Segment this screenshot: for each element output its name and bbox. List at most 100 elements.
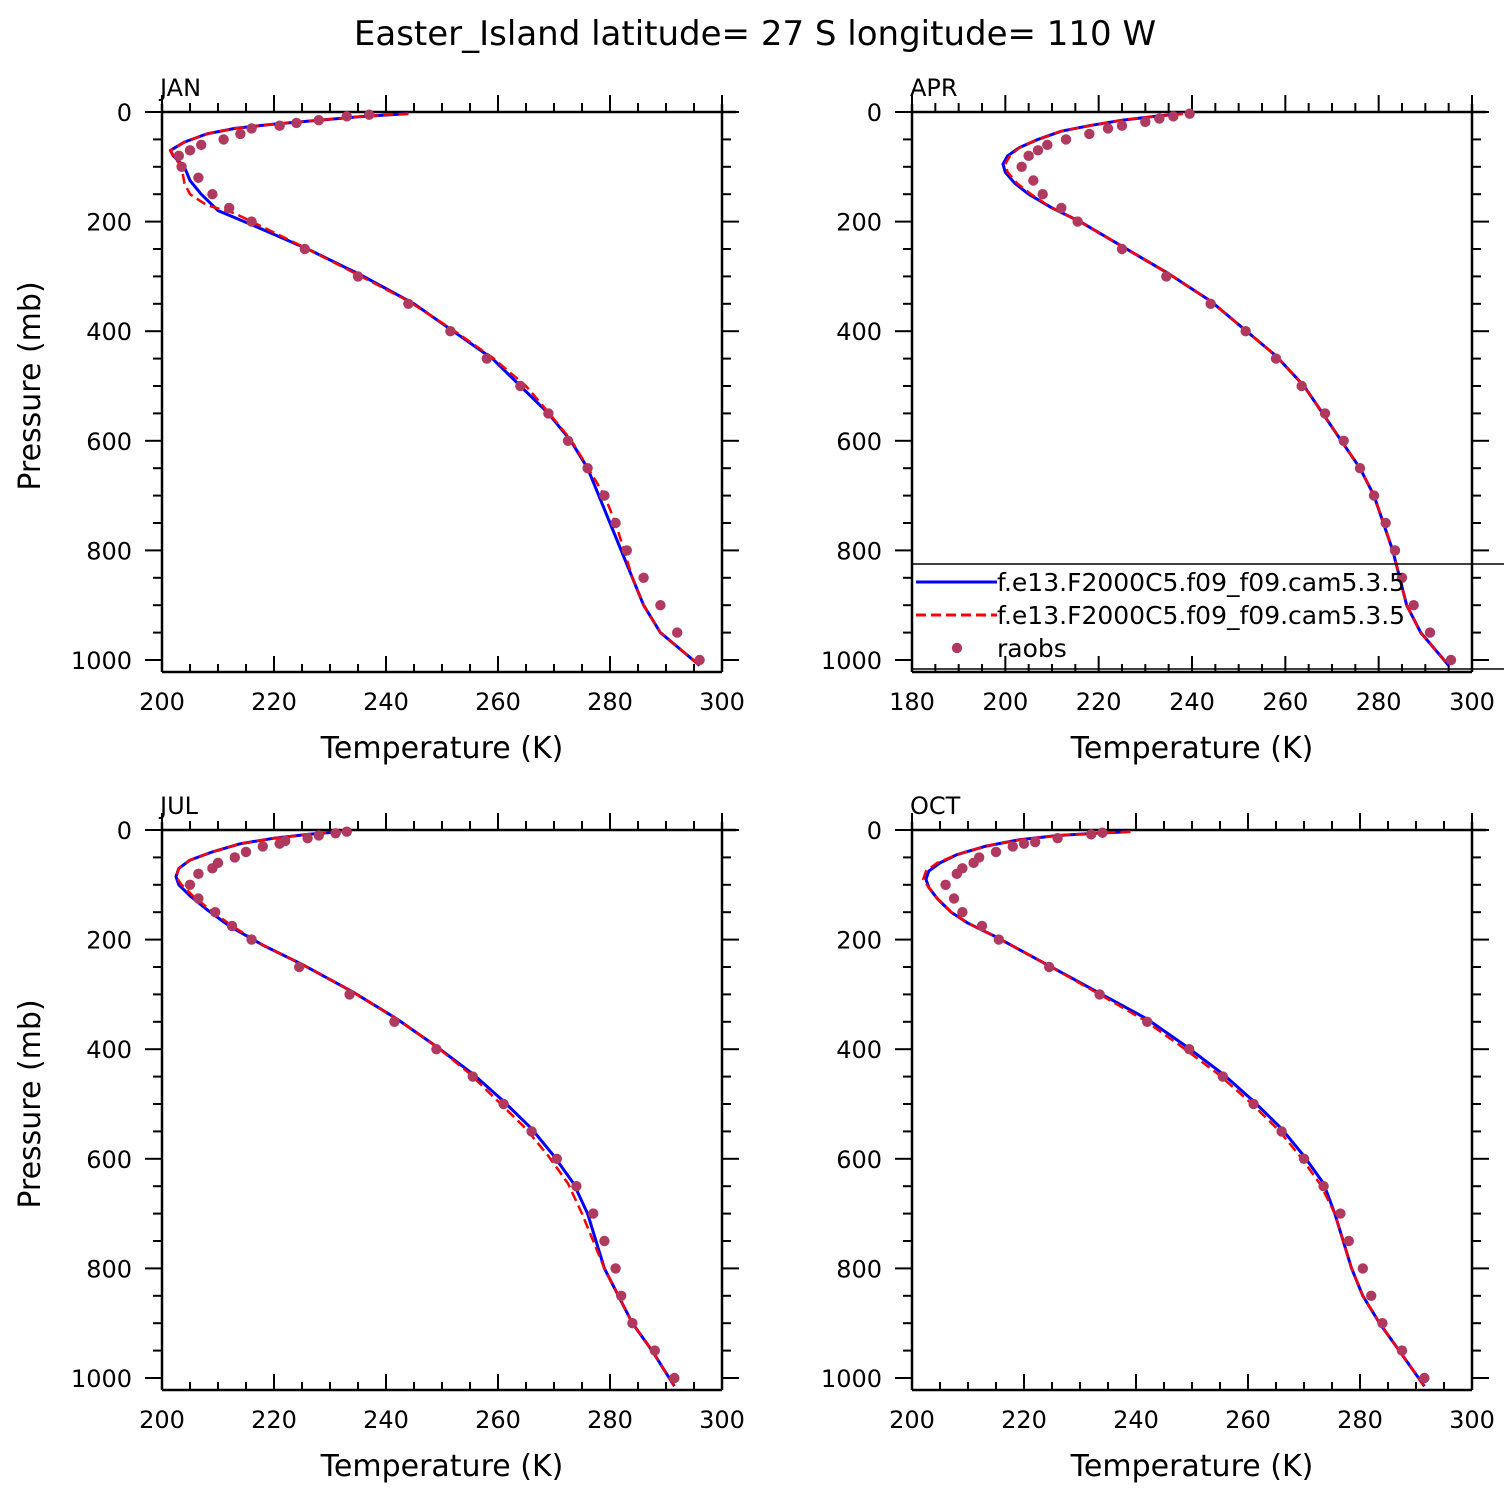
raobs-point (1102, 123, 1114, 134)
raobs-point (1094, 989, 1105, 1000)
raobs-point (948, 893, 960, 904)
y-axis-title: Pressure (mb) (13, 999, 48, 1208)
raobs-point (352, 271, 364, 282)
raobs-point (481, 353, 492, 364)
raobs-point (571, 1181, 582, 1192)
x-tick-label: 200 (139, 688, 185, 716)
x-tick-label: 280 (587, 1406, 633, 1434)
raobs-point (621, 545, 632, 556)
raobs-point (1343, 1235, 1355, 1247)
raobs-point (224, 202, 235, 214)
raobs-point (1270, 353, 1282, 364)
raobs-point (582, 463, 593, 474)
raobs-point (210, 907, 221, 918)
raobs-point (302, 833, 313, 844)
raobs-point (1116, 243, 1128, 255)
raobs-point (1154, 113, 1165, 124)
y-tick-label: 1000 (71, 1365, 132, 1393)
raobs-point (274, 120, 285, 131)
series-line-dashed (174, 830, 676, 1387)
y-tick-label: 400 (86, 1036, 132, 1064)
raobs-point (330, 828, 341, 839)
raobs-point (1184, 1044, 1195, 1055)
series-raobs (940, 827, 1430, 1384)
x-axis-title: Temperature (K) (1070, 731, 1314, 766)
raobs-point (1335, 1208, 1346, 1219)
raobs-point (551, 1153, 562, 1165)
raobs-point (1338, 435, 1349, 446)
y-tick-label: 800 (836, 537, 882, 565)
raobs-point (599, 1235, 610, 1247)
raobs-point (1140, 116, 1151, 128)
raobs-point (235, 128, 246, 140)
raobs-point (940, 879, 951, 890)
x-axis-title: Temperature (K) (1070, 1449, 1314, 1484)
raobs-point (246, 123, 257, 134)
raobs-point (1354, 463, 1366, 474)
raobs-point (274, 838, 285, 849)
raobs-point (1366, 1290, 1377, 1302)
series-raobs (173, 109, 705, 666)
raobs-point (246, 216, 257, 227)
panel-jan: JAN 200 220 240 260 280 300 0 200 400 600 800 1000 Te… (13, 74, 745, 766)
raobs-point (616, 1290, 627, 1302)
raobs-point (1298, 1153, 1310, 1165)
panel-jul: JUL 200 220 240 260 280 300 0 200 400 600 800 1000 Te… (13, 792, 745, 1484)
y-tick-label: 400 (836, 1036, 882, 1064)
raobs-point (1097, 827, 1108, 838)
y-tick-label: 1000 (821, 647, 882, 675)
raobs-point (638, 572, 649, 583)
raobs-point (1248, 1098, 1259, 1110)
raobs-point (1086, 829, 1097, 840)
x-tick-label: 180 (889, 688, 935, 716)
legend-label: raobs (997, 634, 1067, 663)
series-raobs (1016, 108, 1457, 666)
panel-label: JUL (158, 792, 199, 820)
panel-label: JAN (158, 74, 201, 102)
raobs-point (1318, 1181, 1329, 1192)
raobs-point (951, 868, 962, 880)
raobs-point (526, 1126, 537, 1137)
y-tick-label: 1000 (821, 1365, 882, 1393)
raobs-point (1377, 1318, 1388, 1329)
raobs-point (1357, 1263, 1369, 1274)
raobs-point (1023, 150, 1034, 162)
y-tick-label: 600 (86, 428, 132, 456)
x-tick-label: 280 (1356, 688, 1402, 716)
x-tick-label: 200 (889, 1406, 935, 1434)
raobs-point (610, 1263, 621, 1274)
panels: JAN 200 220 240 260 280 300 0 200 400 600 800 1000 Te… (13, 74, 1495, 1484)
x-tick-label: 200 (139, 1406, 185, 1434)
raobs-point (176, 161, 187, 172)
y-tick-label: 200 (86, 927, 132, 955)
x-tick-label: 260 (1262, 688, 1308, 716)
raobs-point (1084, 128, 1095, 140)
raobs-point (1240, 326, 1251, 337)
x-tick-label: 240 (363, 688, 409, 716)
legend-label: f.e13.F2000C5.f09_f09.cam5.3.5 (997, 601, 1405, 630)
x-tick-label: 280 (1337, 1406, 1383, 1434)
raobs-point (403, 298, 414, 309)
raobs-point (649, 1345, 660, 1356)
y-tick-label: 200 (836, 927, 882, 955)
legend: f.e13.F2000C5.f09_f09.cam5.3.5 f.e13.F200… (912, 563, 1504, 670)
raobs-point (246, 934, 257, 945)
raobs-point (1032, 145, 1044, 156)
raobs-point (1072, 216, 1083, 227)
x-axis-title: Temperature (K) (320, 731, 564, 766)
x-axis-title: Temperature (K) (320, 1449, 564, 1484)
raobs-point (655, 600, 666, 611)
y-tick-label: 200 (86, 209, 132, 237)
x-tick-label: 260 (475, 688, 521, 716)
raobs-point (341, 111, 352, 122)
raobs-point (543, 408, 554, 419)
x-tick-label: 240 (1169, 688, 1215, 716)
raobs-point (291, 117, 302, 129)
raobs-point (341, 826, 352, 837)
x-tick-label: 300 (1449, 688, 1495, 716)
panel-apr: APR 180 200 220 240 260 280 300 0 200 400 600 800 100… (821, 74, 1495, 766)
raobs-point (1116, 120, 1128, 131)
raobs-point (976, 920, 988, 932)
raobs-point (431, 1044, 442, 1055)
raobs-point (1205, 298, 1216, 309)
